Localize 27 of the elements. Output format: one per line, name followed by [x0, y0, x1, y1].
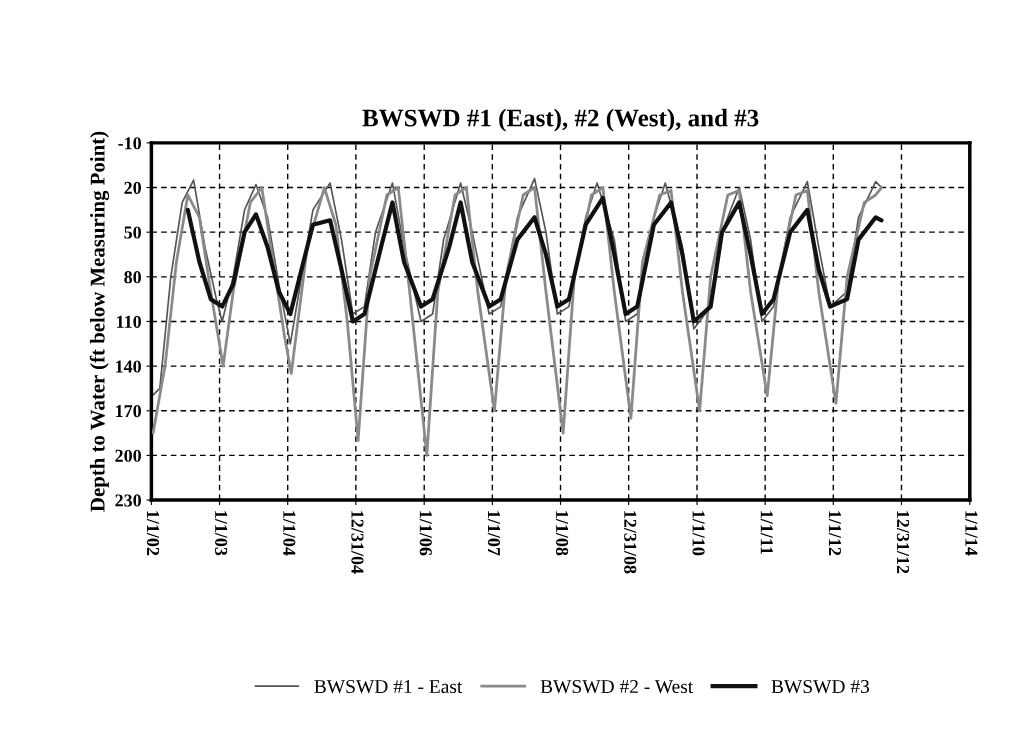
x-tick-label: 1/1/10	[692, 511, 705, 556]
y-tick-label: 230	[115, 494, 141, 507]
x-tick-label: 12/31/08	[624, 511, 637, 574]
x-tick-label: 12/31/12	[896, 511, 910, 574]
legend-label: BWSWD #3	[771, 680, 870, 694]
x-tick-label: 1/1/07	[487, 511, 501, 556]
y-tick-label: 170	[116, 405, 141, 418]
x-tick-label: 1/1/03	[215, 511, 228, 556]
y-tick-label: -10	[118, 137, 141, 150]
x-tick-label: 1/1/11	[760, 511, 773, 555]
y-tick-label: 140	[116, 360, 141, 373]
legend-label: BWSWD #1 - East	[314, 680, 463, 694]
y-tick-label: 20	[124, 181, 141, 194]
chart-title: BWSWD #1 (East), #2 (West), and #3	[362, 108, 759, 132]
y-tick-label: 80	[124, 271, 141, 284]
x-tick-label: 1/1/04	[283, 511, 296, 556]
x-tick-label: 1/1/02	[146, 511, 160, 556]
x-tick-label: 1/1/12	[828, 511, 841, 556]
x-tick-label: 12/31/04	[351, 511, 364, 574]
legend-label: BWSWD #2 - West	[540, 680, 694, 694]
x-tick-label: 1/1/14	[965, 511, 978, 556]
x-tick-label: 1/1/08	[555, 511, 569, 556]
y-tick-label: 110	[117, 315, 141, 328]
y-tick-label: 50	[124, 226, 141, 239]
y-tick-label: 200	[115, 449, 141, 462]
x-tick-label: 1/1/06	[419, 511, 432, 556]
y-axis-title: Depth to Water (ft below Measuring Point)	[89, 131, 110, 512]
